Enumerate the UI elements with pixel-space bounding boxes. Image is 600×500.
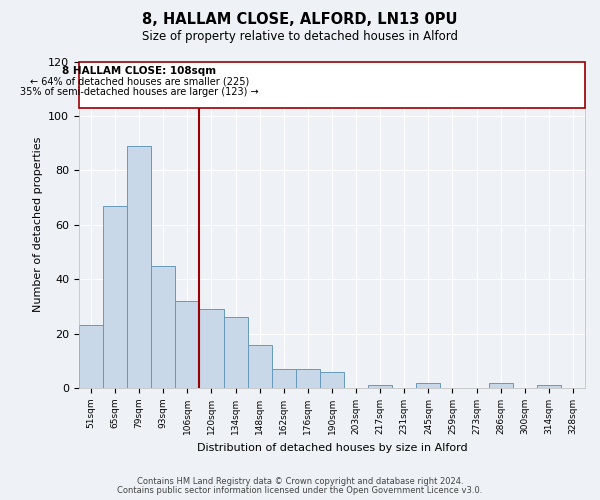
Bar — [151, 266, 175, 388]
Bar — [224, 318, 248, 388]
Bar — [79, 326, 103, 388]
Bar — [320, 372, 344, 388]
X-axis label: Distribution of detached houses by size in Alford: Distribution of detached houses by size … — [197, 442, 467, 452]
Bar — [537, 386, 561, 388]
Text: 8 HALLAM CLOSE: 108sqm: 8 HALLAM CLOSE: 108sqm — [62, 66, 216, 76]
Bar — [127, 146, 151, 388]
Bar — [248, 344, 272, 388]
Text: Size of property relative to detached houses in Alford: Size of property relative to detached ho… — [142, 30, 458, 43]
Bar — [103, 206, 127, 388]
FancyBboxPatch shape — [79, 62, 585, 108]
Bar — [296, 369, 320, 388]
Text: 35% of semi-detached houses are larger (123) →: 35% of semi-detached houses are larger (… — [20, 88, 259, 98]
Bar — [368, 386, 392, 388]
Text: Contains HM Land Registry data © Crown copyright and database right 2024.: Contains HM Land Registry data © Crown c… — [137, 477, 463, 486]
Text: Contains public sector information licensed under the Open Government Licence v3: Contains public sector information licen… — [118, 486, 482, 495]
Bar — [272, 369, 296, 388]
Bar — [488, 382, 513, 388]
Text: ← 64% of detached houses are smaller (225): ← 64% of detached houses are smaller (22… — [29, 76, 249, 86]
Bar — [175, 301, 199, 388]
Bar — [199, 309, 224, 388]
Bar — [416, 382, 440, 388]
Y-axis label: Number of detached properties: Number of detached properties — [32, 137, 43, 312]
Text: 8, HALLAM CLOSE, ALFORD, LN13 0PU: 8, HALLAM CLOSE, ALFORD, LN13 0PU — [142, 12, 458, 28]
